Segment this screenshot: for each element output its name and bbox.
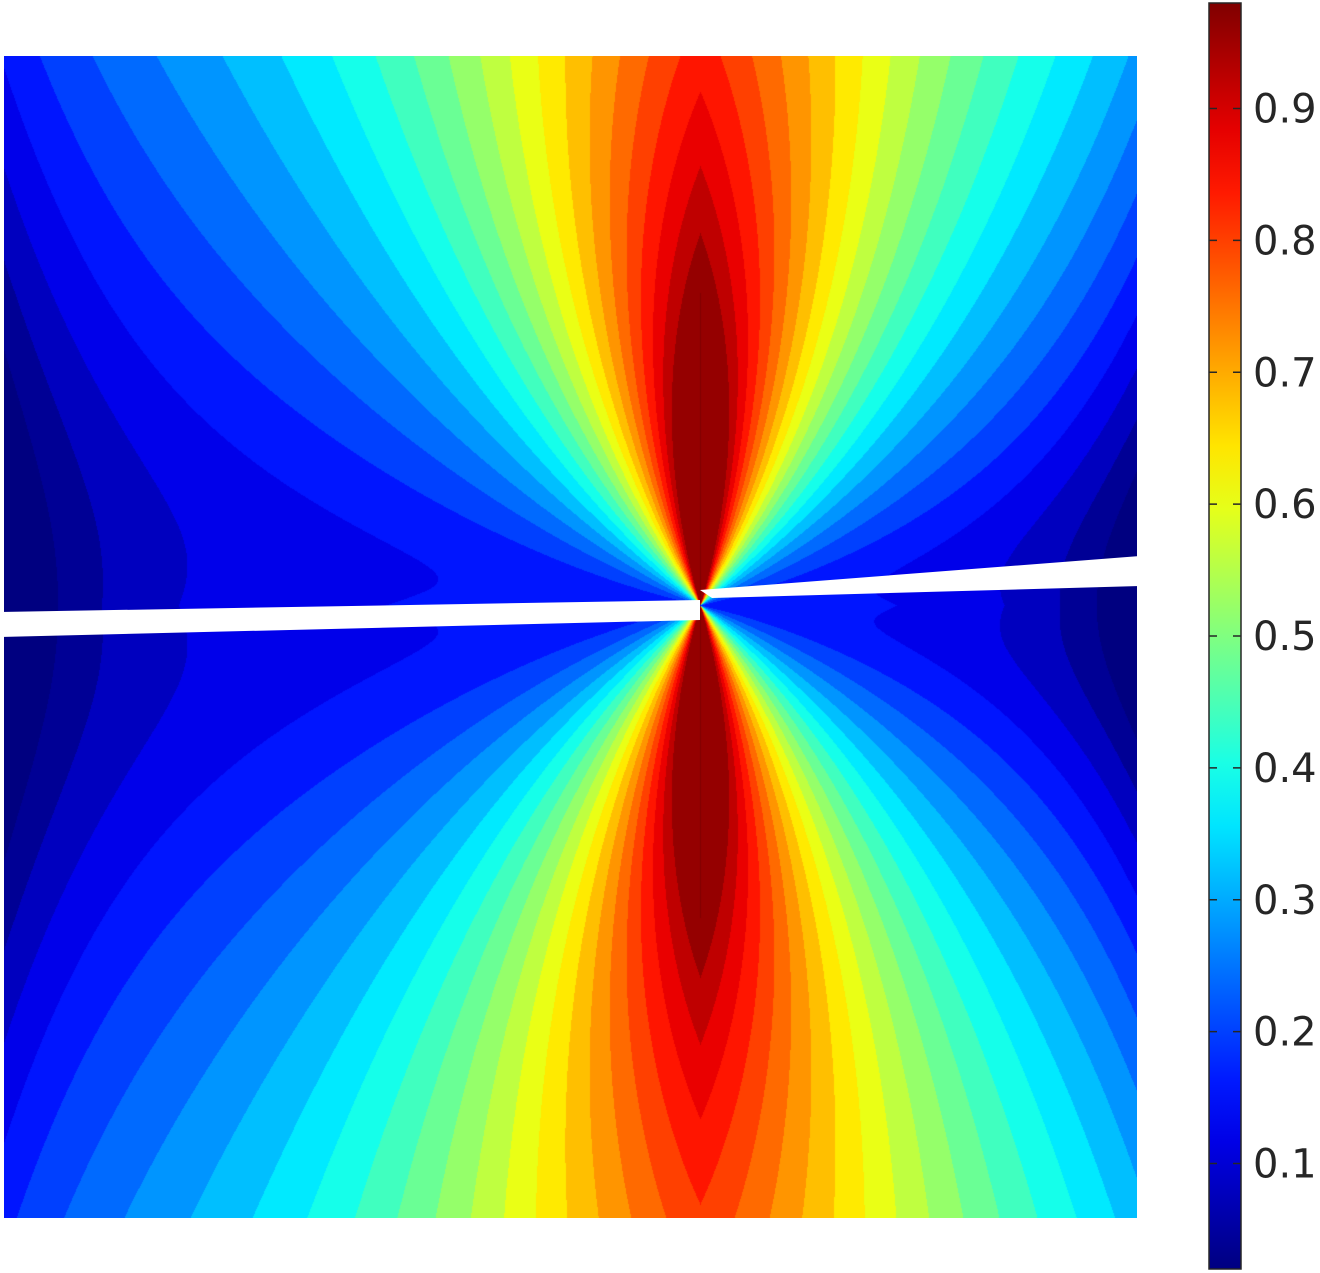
field-raster [4, 56, 1137, 1218]
colorbar-tick-label: 0.1 [1253, 1142, 1317, 1188]
colorbar-tick-label: 0.7 [1253, 350, 1317, 396]
contour-plot [0, 56, 1140, 1218]
colorbar-tick-label: 0.6 [1253, 482, 1317, 528]
colorbar-ticks: 0.1 0.2 0.3 0.4 0.5 0.6 0.7 0.8 0.9 [1209, 87, 1317, 1188]
colorbar-tick-label: 0.8 [1253, 218, 1317, 264]
colorbar-tick-label: 0.4 [1253, 746, 1317, 792]
field-raster-container [4, 56, 1137, 1218]
colorbar-tick-label: 0.9 [1253, 87, 1317, 133]
colorbar-tick-label: 0.3 [1253, 878, 1317, 924]
colorbar-tick-label: 0.2 [1253, 1010, 1317, 1056]
colorbar: 0.1 0.2 0.3 0.4 0.5 0.6 0.7 0.8 0.9 [1208, 2, 1317, 1270]
colorbar-tick-label: 0.5 [1253, 614, 1317, 660]
crack-right [700, 556, 1140, 598]
crack-left [0, 600, 700, 637]
